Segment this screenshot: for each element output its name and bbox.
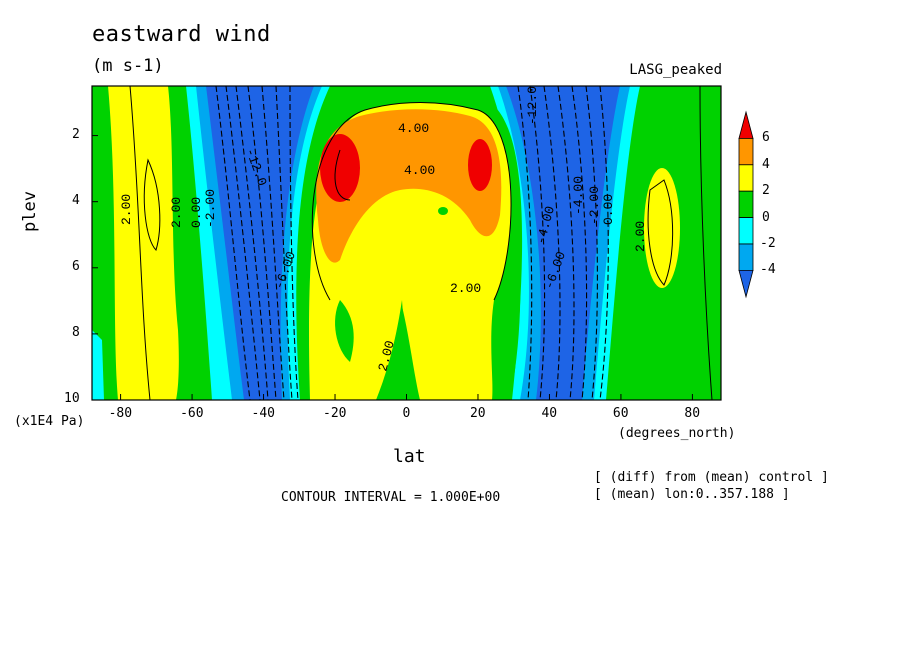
colorbar-swatch <box>738 243 754 271</box>
positive-contours <box>129 86 713 400</box>
filled-contours <box>92 86 721 400</box>
x-axis-label: lat <box>393 446 426 467</box>
fill-left-positive <box>108 86 179 400</box>
contour-label: 0.00 <box>189 197 204 228</box>
colorbar-swatch <box>738 110 754 139</box>
x-axis-unit: (degrees_north) <box>618 426 736 441</box>
experiment-label: LASG_peaked <box>629 62 722 78</box>
y-tick-label: 6 <box>72 258 80 274</box>
contour-label: 2.00 <box>119 194 134 225</box>
x-tick-label: -20 <box>323 406 347 421</box>
fill-center-green-lens <box>380 306 420 400</box>
fill-small-green <box>438 207 448 215</box>
colorbar-label: -2 <box>760 236 776 251</box>
x-tick-label: 20 <box>469 406 486 421</box>
fill-center-orange <box>316 109 502 263</box>
fill-left-edge <box>92 330 104 400</box>
y-tick-label: 2 <box>72 126 80 142</box>
contour-label: 2.00 <box>169 197 184 228</box>
negative-contours <box>215 86 609 400</box>
colorbar-swatch <box>738 137 754 166</box>
axis-ticks <box>92 135 693 401</box>
colorbar-label: 2 <box>762 183 770 199</box>
note-mean: [ (mean) lon:0..357.188 ] <box>594 487 790 502</box>
colorbar <box>738 110 754 299</box>
contour-label: -2.00 <box>587 186 602 225</box>
fill-green-spot <box>335 300 354 362</box>
fill-right-positive <box>644 168 680 288</box>
y-axis-label: plev <box>20 191 40 232</box>
chart-title: eastward wind <box>92 22 271 47</box>
contour-interval: CONTOUR INTERVAL = 1.000E+00 <box>281 490 501 505</box>
x-tick-label: 60 <box>612 406 629 421</box>
fill-core-south <box>320 134 360 202</box>
contour-label: 2.00 <box>450 281 481 296</box>
y-tick-label: 4 <box>72 192 80 208</box>
x-tick-label: -60 <box>180 406 204 421</box>
note-diff: [ (diff) from (mean) control ] <box>594 470 829 485</box>
chart-units: (m s-1) <box>92 56 164 76</box>
colorbar-label: 4 <box>762 156 770 172</box>
x-tick-label: -40 <box>251 406 276 421</box>
x-tick-label: 80 <box>684 406 701 421</box>
colorbar-swatch <box>738 164 754 192</box>
contour-label: -2.00 <box>203 189 218 228</box>
colorbar-swatch <box>738 190 754 218</box>
colorbar-swatch <box>738 217 754 245</box>
fill-right-blue <box>506 86 620 400</box>
contour-label: 2.00 <box>633 221 648 252</box>
colorbar-swatch <box>738 270 754 299</box>
x-tick-label: -80 <box>108 406 133 421</box>
y-tick-label: 8 <box>72 324 80 340</box>
contour-label: -12.0 <box>525 86 540 125</box>
fill-left-blue <box>206 86 314 400</box>
colorbar-label: 6 <box>762 130 770 146</box>
contour-label: 0.00 <box>601 194 616 225</box>
contour-label: -4.00 <box>571 176 586 215</box>
y-axis-unit: (x1E4 Pa) <box>14 414 85 429</box>
x-tick-label: 0 <box>402 406 411 421</box>
y-tick-label: 10 <box>64 391 80 406</box>
colorbar-label: -4 <box>760 262 776 278</box>
contour-label: 4.00 <box>398 121 429 136</box>
fill-core-north <box>468 139 492 191</box>
x-tick-label: 40 <box>541 406 558 421</box>
colorbar-label: 0 <box>762 209 770 225</box>
contour-label: 4.00 <box>404 163 435 178</box>
